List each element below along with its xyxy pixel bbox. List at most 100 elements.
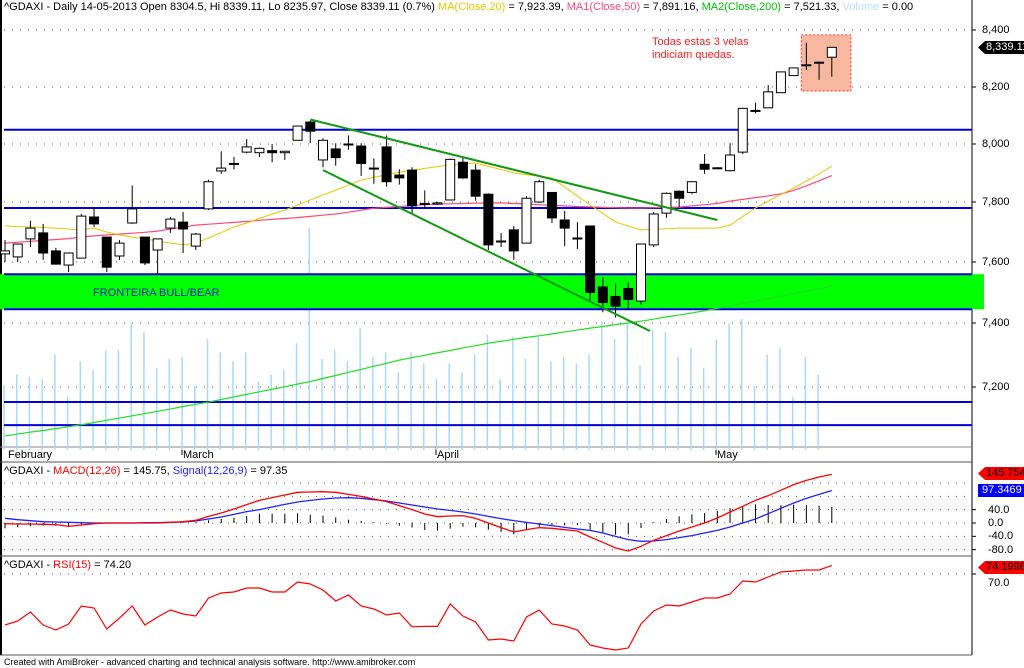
candle <box>114 240 125 260</box>
ma200-line <box>4 285 832 437</box>
price-axis-label: 8,200 <box>982 81 1010 93</box>
candle-body-up <box>661 192 672 214</box>
candle-body-up <box>76 215 87 259</box>
candle <box>686 181 697 195</box>
candle-body-up <box>419 203 430 205</box>
candle <box>254 147 265 158</box>
candle <box>101 236 112 273</box>
macd-panel-header: ^GDAXI - MACD(12,26) = 145.75, Signal(12… <box>4 465 287 478</box>
rsi-prefix: ^GDAXI - <box>4 559 54 571</box>
macd-legend: MACD(12,26) <box>53 465 121 477</box>
price-axis-label: 8,400 <box>982 24 1010 36</box>
annotation-note: Todas estas 3 velas indiciam quedas. <box>652 36 749 61</box>
candle <box>814 61 825 80</box>
candle <box>483 193 494 250</box>
signal-legend: Signal(12,26,9) <box>172 465 248 477</box>
macd-axis-label: -80.0 <box>988 543 1014 556</box>
candle <box>572 222 583 250</box>
candle <box>330 143 341 166</box>
ma200-legend: MA2(Close,200) <box>701 1 782 13</box>
rsi-line <box>4 565 832 651</box>
ma20-value: = 7,923.39, <box>505 1 567 13</box>
candle-body-down <box>381 146 392 183</box>
candle <box>496 232 507 247</box>
candle-body-up <box>737 107 748 153</box>
rsi-axis-label: 70.0 <box>988 577 1010 589</box>
candle <box>750 102 761 114</box>
candle-body-up <box>127 208 138 224</box>
macd-value: = 145.75, <box>120 465 173 477</box>
price-panel-header: ^GDAXI - Daily 14-05-2013 Open 8304.5, H… <box>4 1 913 14</box>
signal-value-tag: 97.3469 <box>978 484 1024 497</box>
rsi-value-tag: 74.1996 <box>978 561 1024 574</box>
candle <box>508 226 519 260</box>
candle-body-up <box>534 181 545 203</box>
candle-body-up <box>445 158 456 201</box>
month-label: March <box>183 449 214 461</box>
candle <box>279 150 290 160</box>
rsi-legend: RSI(15) <box>53 559 92 571</box>
rsi-value: = 74.20 <box>91 559 132 571</box>
candle-body-down <box>457 161 468 179</box>
ma50-legend: MA1(Close,50) <box>566 1 641 13</box>
candle <box>228 157 239 170</box>
candle <box>763 85 774 109</box>
bull-bear-band-label: FRONTEIRA BULL/BEAR <box>93 287 220 299</box>
candle <box>267 144 278 163</box>
candle <box>788 67 799 77</box>
candle <box>127 185 138 224</box>
candle-body-up <box>636 243 646 302</box>
candle-body-up <box>788 67 799 77</box>
candle-body-up <box>572 237 583 240</box>
last-price-tag: 8,339.11 <box>978 41 1024 54</box>
macd-axis-label: -40.0 <box>988 530 1014 543</box>
trendline <box>310 118 718 221</box>
candle <box>801 42 812 70</box>
candle <box>203 179 214 211</box>
candle-body-down <box>597 286 608 304</box>
volume-value: = 0.00 <box>879 1 914 13</box>
ma200-value: = 7,521.33, <box>781 1 843 13</box>
candle-body-down <box>623 288 634 301</box>
candle-body-up <box>279 150 290 154</box>
candle <box>50 247 61 265</box>
candle-body-down <box>139 236 150 264</box>
macd-prefix: ^GDAXI - <box>4 465 54 477</box>
candle <box>661 192 672 218</box>
candle-body-up <box>165 218 176 229</box>
candle <box>178 211 189 253</box>
candle-body-up <box>432 202 443 205</box>
candle-body-up <box>241 146 252 153</box>
candle-body-up <box>190 233 201 247</box>
candle-body-up <box>712 167 723 170</box>
candle-body-up <box>686 181 697 193</box>
candle <box>432 202 443 205</box>
candle <box>457 156 468 179</box>
candle <box>419 190 430 208</box>
candle-body-down <box>407 169 418 207</box>
candle <box>152 238 163 274</box>
candle <box>699 154 710 174</box>
highlight-box <box>800 34 852 92</box>
footer-credit: Created with AmiBroker - advanced charti… <box>4 657 416 667</box>
signal-value: = 97.35 <box>247 465 288 477</box>
candle-body-up <box>826 46 837 58</box>
ma50-line <box>4 175 833 244</box>
candle-body-up <box>216 167 227 172</box>
candle-body-up <box>343 143 354 146</box>
price-axis-label: 7,600 <box>982 256 1010 268</box>
candle <box>546 191 557 223</box>
candle <box>305 120 316 144</box>
candle <box>597 277 608 313</box>
candle <box>0 240 10 262</box>
candle <box>241 139 252 154</box>
candle <box>521 196 532 244</box>
candle <box>610 283 621 318</box>
candle-body-up <box>0 250 10 255</box>
candle-body-down <box>559 219 570 229</box>
candle-body-up <box>318 139 328 161</box>
candle-body-down <box>470 169 481 197</box>
candle-body-up <box>254 147 265 154</box>
candle-body-down <box>330 148 341 159</box>
candle-body-down <box>610 295 621 307</box>
